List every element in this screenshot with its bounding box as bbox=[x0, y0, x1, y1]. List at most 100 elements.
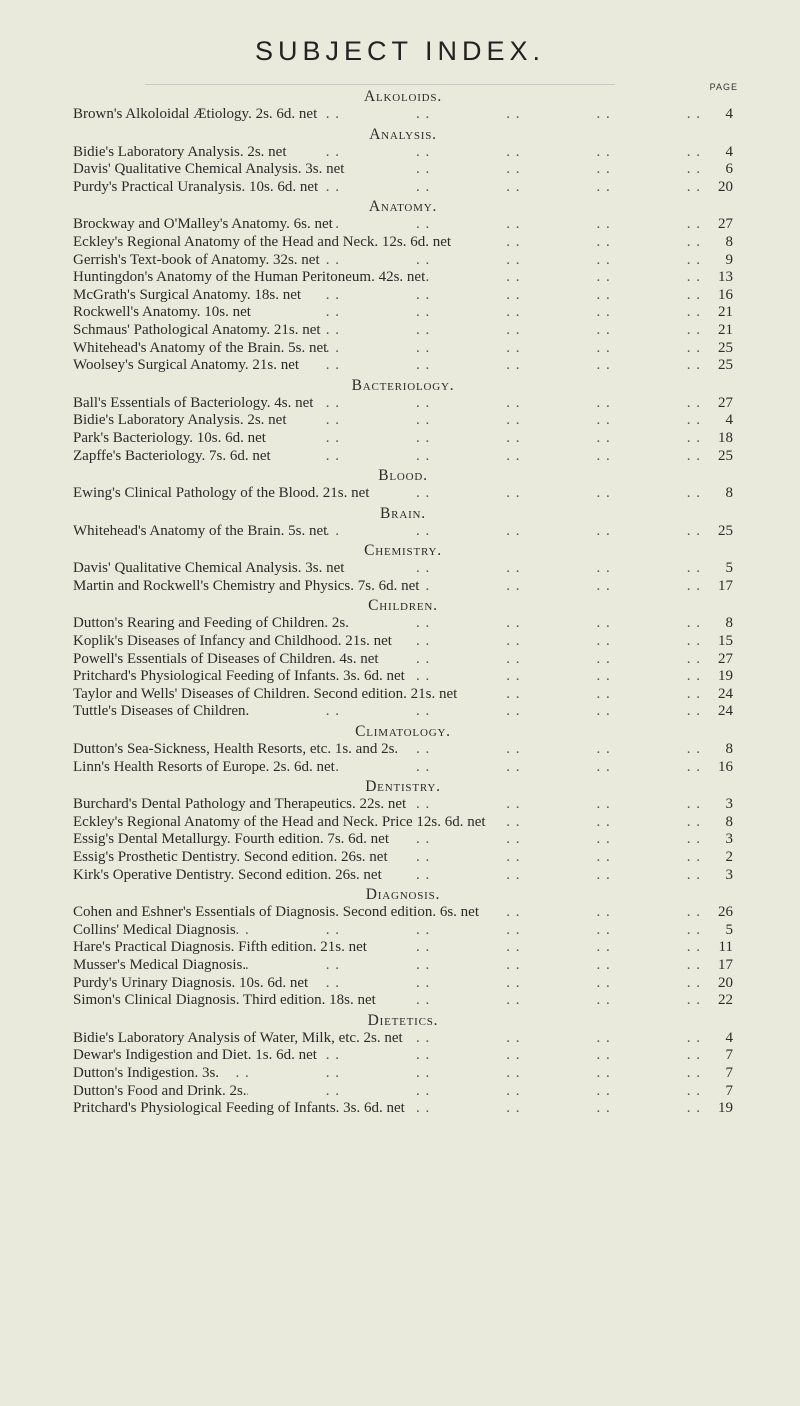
entry-title: Martin and Rockwell's Chemistry and Phys… bbox=[73, 577, 420, 594]
entry-title: Whitehead's Anatomy of the Brain. 5s. ne… bbox=[73, 339, 328, 356]
entry-title: Dutton's Indigestion. 3s. bbox=[73, 1064, 220, 1081]
entry-title: Kirk's Operative Dentistry. Second editi… bbox=[73, 866, 382, 883]
entry-title: Tuttle's Diseases of Children. bbox=[73, 703, 250, 720]
dot-leader: . . . . . . . . . . . . . . . . . . . . … bbox=[486, 813, 701, 830]
dot-leader: . . . . . . . . . . . . . . . . . . . . … bbox=[313, 394, 701, 411]
index-entry: Kirk's Operative Dentistry. Second editi… bbox=[73, 867, 733, 885]
entry-title: Musser's Medical Diagnosis. bbox=[73, 956, 247, 973]
index-entry: Gerrish's Text-book of Anatomy. 32s. net… bbox=[73, 252, 733, 270]
entry-title: Davis' Qualitative Chemical Analysis. 3s… bbox=[73, 161, 345, 178]
index-entry: Davis' Qualitative Chemical Analysis. 3s… bbox=[73, 161, 733, 179]
index-section: Dentistry. Burchard's Dental Pathology an… bbox=[73, 777, 733, 884]
section-heading: Dietetics. bbox=[367, 1011, 439, 1029]
dot-leader: . . . . . . . . . . . . . . . . . . . . … bbox=[219, 1064, 701, 1081]
entry-page-number: 4 bbox=[725, 412, 734, 429]
entry-title: Park's Bacteriology. 10s. 6d. net bbox=[73, 429, 266, 446]
entry-page-number: 24 bbox=[718, 703, 733, 720]
entry-title: Davis' Qualitative Chemical Analysis. 3s… bbox=[73, 560, 345, 577]
dot-leader: . . . . . . . . . . . . . . . . . . . . … bbox=[247, 1082, 701, 1099]
entry-page-number: 4 bbox=[725, 106, 734, 122]
entry-page-number: 7 bbox=[725, 1047, 734, 1064]
index-entry: Pritchard's Physiological Feeding of Inf… bbox=[73, 668, 733, 686]
index-entry: Tuttle's Diseases of Children.. . . . . … bbox=[73, 703, 733, 721]
dot-leader: . . . . . . . . . . . . . . . . . . . . … bbox=[344, 161, 701, 178]
dot-leader: . . . . . . . . . . . . . . . . . . . . … bbox=[349, 615, 701, 632]
index-entry: Purdy's Urinary Diagnosis. 10s. 6d. net.… bbox=[73, 975, 733, 993]
dot-leader: . . . . . . . . . . . . . . . . . . . . … bbox=[451, 233, 701, 250]
dot-leader: . . . . . . . . . . . . . . . . . . . . … bbox=[367, 939, 701, 956]
index-entry: Eckley's Regional Anatomy of the Head an… bbox=[73, 814, 733, 832]
entry-title: Rockwell's Anatomy. 10s. net bbox=[73, 304, 251, 321]
entry-title: Dutton's Food and Drink. 2s. bbox=[73, 1082, 247, 1099]
dot-leader: . . . . . . . . . . . . . . . . . . . . … bbox=[405, 1100, 701, 1117]
index-entry: Whitehead's Anatomy of the Brain. 5s. ne… bbox=[73, 340, 733, 358]
entry-page-number: 27 bbox=[718, 216, 733, 233]
entry-title: Ewing's Clinical Pathology of the Blood.… bbox=[73, 485, 370, 502]
section-heading: Chemistry. bbox=[364, 542, 442, 560]
entry-page-number: 25 bbox=[718, 522, 733, 539]
section-heading: Alkoloids. bbox=[363, 88, 443, 105]
entry-page-number: 20 bbox=[718, 974, 733, 991]
entry-title: Essig's Dental Metallurgy. Fourth editio… bbox=[73, 831, 390, 848]
dot-leader: . . . . . . . . . . . . . . . . . . . . … bbox=[382, 866, 701, 883]
page-column-label: PAGE bbox=[709, 82, 738, 92]
entry-page-number: 20 bbox=[718, 178, 733, 195]
index-section: Chemistry. Davis' Qualitative Chemical An… bbox=[73, 541, 733, 595]
entry-title: Brown's Alkoloidal Ætiology. 2s. 6d. net bbox=[73, 106, 318, 122]
entry-title: Linn's Health Resorts of Europe. 2s. 6d.… bbox=[73, 758, 335, 775]
dot-leader: . . . . . . . . . . . . . . . . . . . . … bbox=[271, 447, 701, 464]
index-entry: Purdy's Practical Uranalysis. 10s. 6d. n… bbox=[73, 179, 733, 197]
index-entry: Schmaus' Pathological Anatomy. 21s. net.… bbox=[73, 322, 733, 340]
entry-page-number: 25 bbox=[718, 339, 733, 356]
dot-leader: . . . . . . . . . . . . . . . . . . . . … bbox=[299, 357, 701, 374]
entry-page-number: 16 bbox=[718, 758, 733, 775]
index-entry: Taylor and Wells' Diseases of Children. … bbox=[73, 686, 733, 704]
entry-page-number: 25 bbox=[718, 357, 733, 374]
entry-title: McGrath's Surgical Anatomy. 18s. net bbox=[73, 286, 302, 303]
index-entry: Essig's Prosthetic Dentistry. Second edi… bbox=[73, 849, 733, 867]
entry-page-number: 2 bbox=[725, 849, 734, 865]
section-heading: Brain. bbox=[380, 504, 426, 522]
dot-leader: . . . . . . . . . . . . . . . . . . . . … bbox=[419, 577, 701, 594]
index-entry: Dutton's Indigestion. 3s.. . . . . . . .… bbox=[73, 1065, 733, 1083]
index-entry: Bidie's Laboratory Analysis of Water, Mi… bbox=[73, 1030, 733, 1048]
entry-page-number: 19 bbox=[718, 668, 733, 685]
entry-page-number: 4 bbox=[725, 1029, 734, 1046]
entry-page-number: 24 bbox=[718, 685, 733, 702]
index-entry: Dutton's Rearing and Feeding of Children… bbox=[73, 615, 733, 633]
entry-page-number: 5 bbox=[725, 560, 734, 577]
entry-title: Ball's Essentials of Bacteriology. 4s. n… bbox=[73, 394, 314, 411]
dot-leader: . . . . . . . . . . . . . . . . . . . . … bbox=[392, 633, 701, 650]
dot-leader: . . . . . . . . . . . . . . . . . . . . … bbox=[389, 831, 701, 848]
dot-leader: . . . . . . . . . . . . . . . . . . . . … bbox=[301, 286, 701, 303]
index-entry: Powell's Essentials of Diseases of Child… bbox=[73, 651, 733, 669]
entry-title: Cohen and Eshner's Essentials of Diagnos… bbox=[73, 904, 479, 921]
entry-title: Hare's Practical Diagnosis. Fifth editio… bbox=[73, 939, 367, 956]
entry-title: Simon's Clinical Diagnosis. Third editio… bbox=[73, 992, 376, 1009]
section-heading: Diagnosis. bbox=[365, 886, 441, 904]
entry-page-number: 27 bbox=[718, 650, 733, 667]
dot-leader: . . . . . . . . . . . . . . . . . . . . … bbox=[235, 921, 701, 938]
index-section: Climatology. Dutton's Sea-Sickness, Healt… bbox=[73, 722, 733, 776]
dot-leader: . . . . . . . . . . . . . . . . . . . . … bbox=[333, 216, 701, 233]
entry-page-number: 21 bbox=[718, 304, 733, 321]
section-heading: Climatology. bbox=[355, 723, 451, 741]
entry-page-number: 8 bbox=[725, 485, 734, 502]
index-entry: Ball's Essentials of Bacteriology. 4s. n… bbox=[73, 395, 733, 413]
index-entry: Woolsey's Surgical Anatomy. 21s. net. . … bbox=[73, 357, 733, 375]
entry-title: Taylor and Wells' Diseases of Children. … bbox=[73, 685, 458, 702]
index-section: Analysis. Bidie's Laboratory Analysis. 2s… bbox=[73, 125, 733, 197]
entry-title: Purdy's Urinary Diagnosis. 10s. 6d. net bbox=[73, 974, 309, 991]
index-entry: Dutton's Sea-Sickness, Health Resorts, e… bbox=[73, 741, 733, 759]
entry-page-number: 9 bbox=[725, 251, 734, 268]
dot-leader: . . . . . . . . . . . . . . . . . . . . … bbox=[249, 703, 701, 720]
entry-title: Dutton's Rearing and Feeding of Children… bbox=[73, 615, 349, 632]
entry-page-number: 3 bbox=[725, 796, 734, 813]
section-heading: Bacteriology. bbox=[351, 376, 455, 394]
entry-title: Bidie's Laboratory Analysis. 2s. net bbox=[73, 412, 287, 429]
entry-title: Dutton's Sea-Sickness, Health Resorts, e… bbox=[73, 741, 399, 758]
entry-page-number: 15 bbox=[718, 633, 733, 650]
index-entry: Dewar's Indigestion and Diet. 1s. 6d. ne… bbox=[73, 1047, 733, 1065]
dot-leader: . . . . . . . . . . . . . . . . . . . . … bbox=[308, 974, 701, 991]
entry-title: Collins' Medical Diagnosis bbox=[73, 921, 236, 938]
